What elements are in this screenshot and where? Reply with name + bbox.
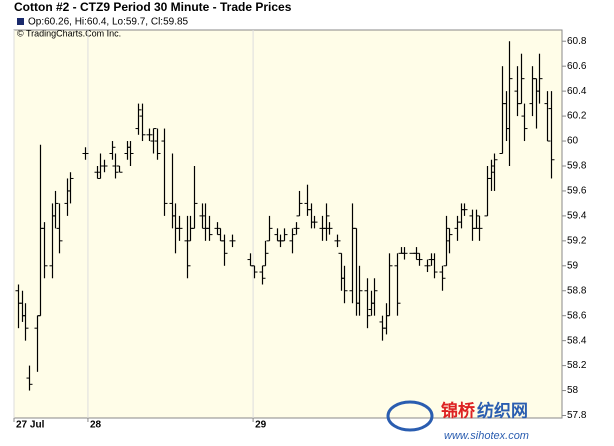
y-tick-label: 58.2 [567,360,587,371]
legend-swatch [17,18,24,25]
y-tick-label: 60.2 [567,111,587,122]
watermark-text: 锦桥 [441,400,476,420]
chart-title: Cotton #2 - CTZ9 Period 30 Minute - Trad… [14,0,292,14]
y-tick-label: 58 [567,385,579,396]
y-tick-label: 58.8 [567,285,587,296]
y-tick-label: 59.2 [567,235,587,246]
watermark-text: 纺织网 [477,400,528,420]
y-tick-label: 60.8 [567,36,587,47]
y-tick-label: 59 [567,260,579,271]
watermark: 锦桥 纺织网 www.sihotex.com [386,400,529,442]
x-tick-label: 28 [90,420,102,431]
y-tick-label: 60.6 [567,61,587,72]
y-tick-label: 60.4 [567,86,587,97]
legend-text: Op:60.26, Hi:60.4, Lo:59.7, Cl:59.85 [28,17,189,28]
x-tick-label: 29 [255,420,267,431]
y-tick-label: 60 [567,136,579,147]
x-tick-label: 27 Jul [16,420,45,431]
y-tick-label: 59.4 [567,211,587,222]
copyright: © TradingCharts.Com Inc. [17,28,121,38]
y-tick-label: 59.8 [567,161,587,172]
y-tick-label: 57.8 [567,410,587,421]
plot-area [13,29,563,419]
logo [386,400,434,432]
watermark-url: www.sihotex.com [444,430,529,442]
y-tick-label: 59.6 [567,186,587,197]
y-tick-label: 58.4 [567,335,587,346]
y-tick-label: 58.6 [567,310,587,321]
